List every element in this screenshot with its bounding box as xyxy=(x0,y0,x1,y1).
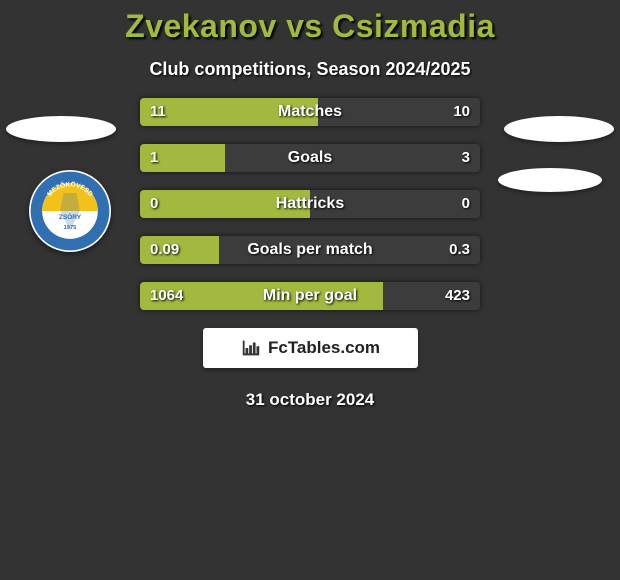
comparison-stage: MEZŐKÖVESD ZSÓRY 1975 1110Matches 13Goals… xyxy=(0,98,620,310)
player-left-placeholder xyxy=(6,116,116,142)
brand-text: FcTables.com xyxy=(268,338,380,358)
club-crest-icon: MEZŐKÖVESD ZSÓRY 1975 xyxy=(29,170,111,252)
page-title: Zvekanov vs Csizmadia xyxy=(0,0,620,45)
bar-chart-icon xyxy=(240,337,262,359)
stat-label: Matches xyxy=(140,98,480,126)
svg-text:ZSÓRY: ZSÓRY xyxy=(59,212,82,221)
stats-bars: 1110Matches 13Goals 00Hattricks 0.090.3Goal… xyxy=(140,98,480,310)
stat-bar: 1064423Min per goal xyxy=(140,282,480,310)
stat-label: Hattricks xyxy=(140,190,480,218)
subtitle: Club competitions, Season 2024/2025 xyxy=(0,59,620,80)
stat-bar: 0.090.3Goals per match xyxy=(140,236,480,264)
club-left-crest: MEZŐKÖVESD ZSÓRY 1975 xyxy=(29,170,111,252)
stat-bar: 1110Matches xyxy=(140,98,480,126)
stat-bar: 00Hattricks xyxy=(140,190,480,218)
stat-label: Goals xyxy=(140,144,480,172)
stat-label: Min per goal xyxy=(140,282,480,310)
stat-bar: 13Goals xyxy=(140,144,480,172)
date-label: 31 october 2024 xyxy=(0,390,620,410)
svg-text:1975: 1975 xyxy=(64,225,78,231)
club-right-placeholder xyxy=(498,168,602,192)
brand-badge: FcTables.com xyxy=(203,328,418,368)
stat-label: Goals per match xyxy=(140,236,480,264)
player-right-placeholder xyxy=(504,116,614,142)
